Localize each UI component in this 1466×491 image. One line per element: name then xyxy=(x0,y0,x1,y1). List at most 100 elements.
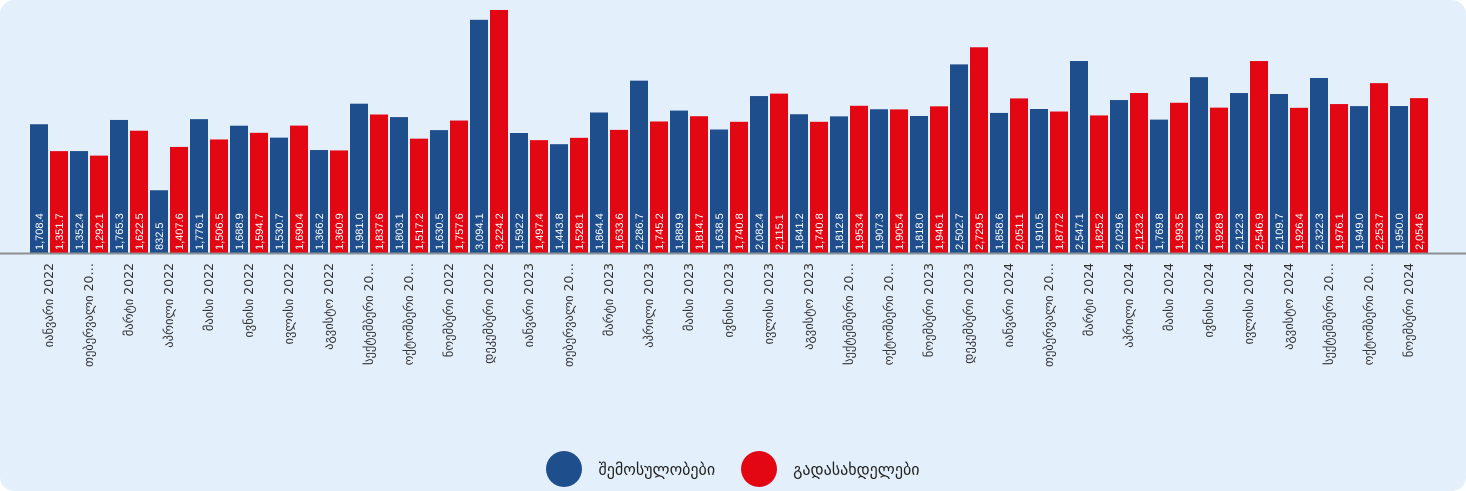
bar-expenses[interactable] xyxy=(1250,61,1268,253)
bar-income[interactable] xyxy=(430,130,448,253)
bar-income[interactable] xyxy=(310,150,328,253)
bar-income[interactable] xyxy=(1350,106,1368,254)
bar-expenses[interactable] xyxy=(1010,98,1028,253)
legend-item-income[interactable]: შემოსულობები xyxy=(546,451,715,487)
bar-income[interactable] xyxy=(910,115,928,253)
bar-income[interactable] xyxy=(1070,61,1088,253)
bar-income[interactable] xyxy=(1190,77,1208,253)
x-tick-label: თებერვალი 20… xyxy=(1041,263,1056,367)
legend-swatch-expenses xyxy=(741,451,778,487)
bar-income[interactable] xyxy=(830,116,848,253)
bar-income[interactable] xyxy=(110,119,128,253)
bar-expenses[interactable] xyxy=(930,106,948,254)
bar-income[interactable] xyxy=(790,114,808,253)
bar-income[interactable] xyxy=(70,151,88,253)
bar-expenses[interactable] xyxy=(1210,107,1228,253)
bar-income[interactable] xyxy=(510,132,528,253)
legend: შემოსულობები გადასახდელები xyxy=(0,451,1466,487)
data-label-income: 1,708.4 xyxy=(34,213,46,250)
bar-expenses[interactable] xyxy=(890,109,908,253)
data-label-expenses: 1,497.4 xyxy=(534,213,546,250)
bar-expenses[interactable] xyxy=(90,155,108,253)
data-label-income: 1,841.2 xyxy=(794,213,806,250)
bar-expenses[interactable] xyxy=(1290,107,1308,253)
bar-income[interactable] xyxy=(550,144,568,253)
bar-expenses[interactable] xyxy=(490,10,508,253)
bar-income[interactable] xyxy=(190,119,208,253)
x-tick-label: აპრილი 2023 xyxy=(641,263,656,348)
bar-income[interactable] xyxy=(1150,119,1168,254)
bar-expenses[interactable] xyxy=(1330,104,1348,253)
data-label-expenses: 2,123.2 xyxy=(1134,213,1146,250)
bar-expenses[interactable] xyxy=(50,151,68,253)
bar-income[interactable] xyxy=(1110,100,1128,253)
bar-expenses[interactable] xyxy=(1050,111,1068,253)
data-label-expenses: 1,905.4 xyxy=(894,213,906,250)
bar-expenses[interactable] xyxy=(610,129,628,253)
bar-income[interactable] xyxy=(1270,93,1288,253)
data-label-expenses: 1,622.5 xyxy=(134,213,146,250)
bar-income[interactable] xyxy=(350,103,368,253)
bar-expenses[interactable] xyxy=(850,105,868,253)
bar-income[interactable] xyxy=(1310,77,1328,254)
bar-expenses[interactable] xyxy=(1090,115,1108,253)
bar-expenses[interactable] xyxy=(970,47,988,253)
data-label-income: 1,889.9 xyxy=(674,213,686,250)
bar-income[interactable] xyxy=(870,109,888,254)
bar-expenses[interactable] xyxy=(1410,98,1428,253)
bar-expenses[interactable] xyxy=(530,140,548,253)
data-label-income: 1,910.5 xyxy=(1034,213,1046,250)
bar-income[interactable] xyxy=(950,64,968,253)
bar-income[interactable] xyxy=(1230,93,1248,253)
data-label-income: 1,812.8 xyxy=(834,213,846,250)
bar-expenses[interactable] xyxy=(130,130,148,253)
bar-expenses[interactable] xyxy=(410,138,428,253)
data-label-income: 1,776.1 xyxy=(194,213,206,250)
bar-income[interactable] xyxy=(710,129,728,253)
bar-income[interactable] xyxy=(670,110,688,253)
bar-expenses[interactable] xyxy=(690,116,708,254)
bar-income[interactable] xyxy=(270,137,288,253)
data-label-expenses: 1,946.1 xyxy=(934,213,946,250)
bar-expenses[interactable] xyxy=(650,121,668,253)
bar-expenses[interactable] xyxy=(210,139,228,253)
bar-expenses[interactable] xyxy=(730,121,748,253)
data-label-income: 1,592.2 xyxy=(514,213,526,250)
bar-expenses[interactable] xyxy=(770,93,788,253)
bar-income[interactable] xyxy=(630,80,648,253)
data-label-income: 1,803.1 xyxy=(394,213,406,250)
bar-expenses[interactable] xyxy=(1130,92,1148,254)
data-label-income: 1,907.3 xyxy=(874,213,886,250)
data-label-income: 1,352.4 xyxy=(74,213,86,250)
bar-income[interactable] xyxy=(470,19,488,254)
bar-expenses[interactable] xyxy=(290,125,308,253)
bar-income[interactable] xyxy=(590,112,608,253)
data-label-income: 2,322.3 xyxy=(1314,213,1326,250)
data-label-income: 1,765.3 xyxy=(114,213,126,250)
bar-expenses[interactable] xyxy=(570,137,588,253)
bar-expenses[interactable] xyxy=(330,150,348,253)
bar-expenses[interactable] xyxy=(250,132,268,253)
bar-expenses[interactable] xyxy=(1170,102,1188,253)
legend-item-expenses[interactable]: გადასახდელები xyxy=(741,451,920,487)
bar-income[interactable] xyxy=(230,125,248,253)
bar-expenses[interactable] xyxy=(370,114,388,253)
bar-income[interactable] xyxy=(1030,109,1048,253)
data-label-income: 1,638.5 xyxy=(714,213,726,250)
bar-income[interactable] xyxy=(390,117,408,253)
bar-expenses[interactable] xyxy=(450,120,468,253)
bar-expenses[interactable] xyxy=(1370,83,1388,253)
bar-income[interactable] xyxy=(750,96,768,253)
data-label-expenses: 1,926.4 xyxy=(1294,213,1306,250)
bar-income[interactable] xyxy=(1390,106,1408,253)
data-label-income: 1,981.0 xyxy=(354,213,366,250)
x-tick-label: ოქტომბერი 20… xyxy=(401,263,416,365)
x-tick-label: აგვისტო 2023 xyxy=(801,263,816,350)
bar-income[interactable] xyxy=(30,124,48,254)
bar-expenses[interactable] xyxy=(810,121,828,253)
x-tick-label: იანვარი 2023 xyxy=(521,263,536,347)
legend-swatch-income xyxy=(546,451,583,487)
bar-income[interactable] xyxy=(990,112,1008,253)
bar-income[interactable] xyxy=(150,190,168,253)
bar-expenses[interactable] xyxy=(170,146,188,253)
